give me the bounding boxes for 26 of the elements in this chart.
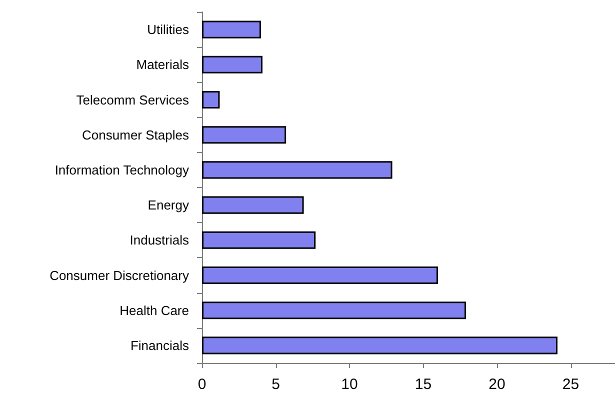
bar [202, 302, 466, 320]
y-tick-label: Financials [130, 338, 190, 353]
bar [202, 231, 316, 249]
bar [202, 126, 286, 144]
x-tick-label: 25 [562, 376, 580, 393]
bar [202, 196, 304, 214]
bar [202, 161, 392, 179]
bar [202, 266, 438, 284]
y-tick-label: Information Technology [54, 162, 190, 178]
bar [202, 336, 558, 354]
bar [202, 20, 261, 38]
x-tick-label: 10 [341, 376, 358, 393]
y-tick-label: Energy [148, 198, 190, 213]
y-tick-label: Consumer Discretionary [50, 268, 190, 283]
y-tick-label: Utilities [147, 22, 190, 38]
bar [202, 90, 220, 109]
y-tick-label: Consumer Staples [82, 127, 190, 142]
x-tick-label: 20 [488, 376, 506, 393]
y-tick-label: Health Care [120, 302, 189, 318]
x-tick-label: 0 [198, 376, 206, 393]
y-tick-label: Industrials [130, 232, 190, 248]
x-tick-label: 15 [414, 376, 432, 393]
bar [202, 56, 262, 74]
y-tick-label: Materials [136, 57, 190, 72]
x-tick-label: 5 [272, 376, 280, 393]
y-tick-label: Telecomm Services [76, 92, 190, 108]
